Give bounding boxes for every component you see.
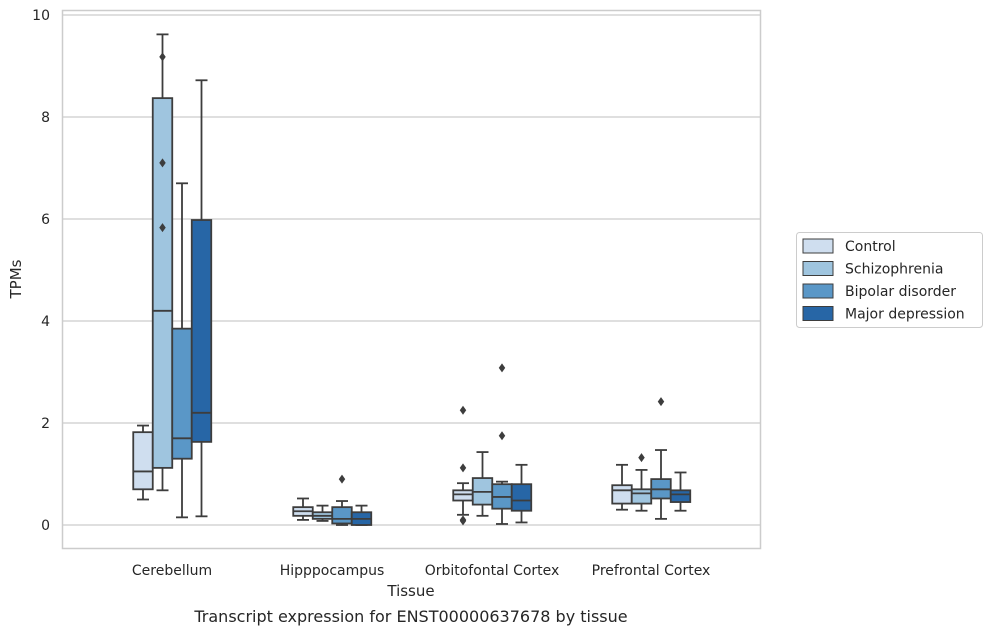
y-tick-label: 2: [41, 416, 50, 432]
outlier-point: [159, 158, 166, 168]
box-iqr: [132, 431, 154, 491]
outlier-point: [459, 463, 467, 473]
y-tick-label: 8: [41, 110, 50, 126]
y-axis-ticks: 0 2 4 6 8 10: [32, 8, 50, 534]
x-tick-label: Orbitofontal Cortex: [425, 563, 560, 579]
outlier-point: [498, 363, 506, 373]
box-major-depression: [190, 79, 213, 518]
outlier-point: [159, 52, 166, 62]
box-bipolar-disorder: [331, 474, 353, 526]
legend-swatch: [802, 283, 834, 299]
box-schizophrenia: [471, 451, 494, 517]
box-schizophrenia: [151, 33, 174, 492]
box-major-depression: [510, 463, 533, 524]
outlier-point: [459, 405, 467, 415]
box-major-depression: [350, 504, 373, 526]
box-iqr: [669, 489, 692, 503]
box-bipolar-disorder: [491, 363, 513, 525]
plot-area-frame: [61, 9, 762, 550]
box-iqr: [151, 97, 174, 469]
box-schizophrenia: [311, 504, 334, 522]
legend-label: Bipolar disorder: [845, 284, 956, 300]
outlier-point: [159, 223, 166, 233]
box-control: [611, 463, 633, 511]
x-axis-ticks: Cerebellum Hipppocampus Orbitofontal Corte…: [132, 563, 710, 579]
y-tick-label: 0: [41, 518, 50, 534]
legend-frame: [796, 232, 983, 328]
legend-label: Major depression: [845, 307, 965, 323]
x-tick-label: Hipppocampus: [280, 563, 385, 579]
box-iqr: [452, 489, 474, 502]
legend-swatch: [802, 261, 834, 276]
box-bipolar-disorder: [650, 397, 672, 520]
box-bipolar-disorder: [171, 182, 193, 519]
y-tick-label: 6: [41, 212, 50, 228]
outlier-point: [338, 474, 346, 484]
box-control: [132, 424, 154, 501]
y-tick-label: 10: [32, 8, 50, 24]
box-schizophrenia: [630, 453, 653, 512]
outlier-point: [638, 453, 645, 463]
box-iqr: [510, 483, 533, 512]
outlier-point: [459, 516, 467, 526]
legend: Control Schizophrenia Bipolar disorder Majo…: [796, 232, 983, 328]
box-groups: [132, 33, 692, 526]
box-iqr: [190, 219, 213, 443]
box-control: [292, 497, 314, 521]
outlier-point: [498, 431, 506, 441]
box-iqr: [611, 484, 633, 505]
box-control: [452, 405, 474, 526]
y-tick-label: 4: [41, 314, 50, 330]
chart-caption: Transcript expression for ENST0000063767…: [193, 607, 627, 626]
x-tick-label: Prefrontal Cortex: [592, 563, 711, 579]
legend-swatch: [802, 238, 834, 254]
x-tick-label: Cerebellum: [132, 563, 212, 579]
legend-swatch: [802, 306, 834, 321]
box-iqr: [630, 488, 653, 505]
legend-label: Schizophrenia: [845, 262, 943, 278]
outlier-point: [657, 397, 665, 407]
legend-label: Control: [845, 239, 896, 255]
box-major-depression: [669, 471, 692, 512]
y-axis-label: TPMs: [7, 259, 25, 299]
x-axis-label: Tissue: [386, 582, 434, 600]
box-iqr: [331, 506, 353, 525]
